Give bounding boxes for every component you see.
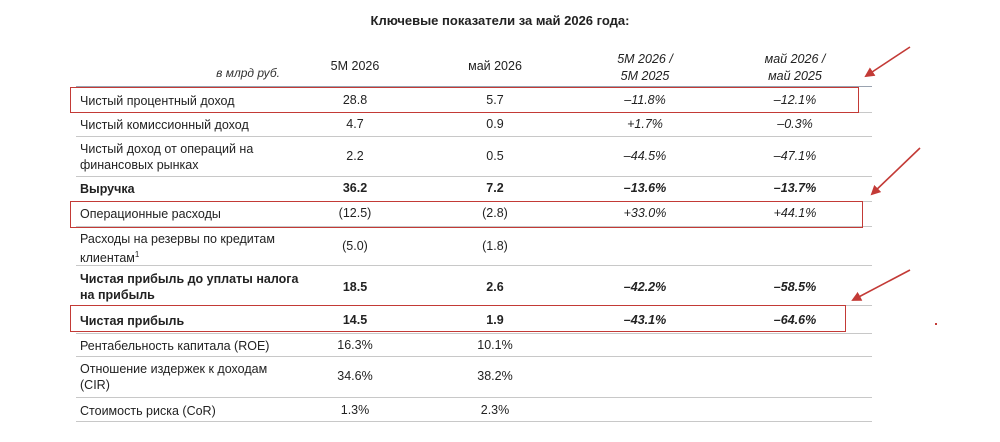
row-label-operating-expenses: Операционные расходы: [80, 207, 221, 221]
cell-net-profit-5m-yoy: –43.1%: [623, 313, 667, 327]
cell-roe-5m: 16.3%: [337, 338, 373, 352]
footnote-marker: 1: [134, 250, 140, 259]
cell-opex-may-yoy: +44.1%: [773, 206, 817, 220]
row-divider: [76, 397, 872, 398]
col-header-may-yoy: май 2026 / май 2025: [764, 52, 826, 83]
cell-nii-may-yoy: –12.1%: [773, 93, 817, 107]
cell-revenue-may: 7.2: [486, 181, 504, 195]
cell-cor-5m: 1.3%: [340, 403, 370, 417]
row-label-net-interest-income: Чистый процентный доход: [80, 94, 235, 108]
cell-cir-may: 38.2%: [477, 369, 513, 383]
cell-nfi-may-yoy: –0.3%: [777, 117, 813, 131]
cell-cor-may: 2.3%: [480, 403, 510, 417]
cell-nfi-5m-yoy: +1.7%: [627, 117, 663, 131]
arrow-icon: [864, 46, 911, 78]
cell-pbt-may: 2.6: [486, 280, 504, 294]
row-label-profit-before-tax: Чистая прибыль до уплаты налога на прибы…: [80, 272, 299, 302]
row-label-loan-loss-provisions: Расходы на резервы по кредитам клиентам1: [80, 232, 275, 266]
highlight-box-operating-expenses: [70, 201, 863, 228]
cell-cir-5m: 34.6%: [337, 369, 373, 383]
row-label-net-profit: Чистая прибыль: [80, 314, 185, 328]
cell-opex-5m: (12.5): [338, 206, 372, 220]
cell-nfi-5m: 4.7: [346, 117, 364, 131]
cell-revenue-5m: 36.2: [342, 181, 368, 195]
cell-revenue-may-yoy: –13.7%: [773, 181, 817, 195]
cell-roe-may: 10.1%: [477, 338, 513, 352]
cell-provisions-may: (1.8): [482, 239, 508, 253]
row-label-roe: Рентабельность капитала (ROE): [80, 339, 270, 353]
page-title: Ключевые показатели за май 2026 года:: [370, 13, 630, 28]
row-divider: [76, 356, 872, 357]
row-label-revenue: Выручка: [80, 182, 135, 196]
row-label-net-fee-income: Чистый комиссионный доход: [80, 118, 249, 132]
cell-opex-may: (2.8): [482, 206, 508, 220]
cell-opex-5m-yoy: +33.0%: [623, 206, 667, 220]
cell-trading-5m-yoy: –44.5%: [623, 149, 667, 163]
cell-net-profit-may: 1.9: [486, 313, 504, 327]
cell-nfi-may: 0.9: [486, 117, 504, 131]
cell-nii-5m: 28.8: [342, 93, 368, 107]
cell-pbt-5m-yoy: –42.2%: [623, 280, 667, 294]
unit-label: в млрд руб.: [216, 66, 280, 80]
row-divider: [76, 176, 872, 177]
cell-provisions-5m: (5.0): [342, 239, 368, 253]
row-label-trading-income: Чистый доход от операций на финансовых р…: [80, 142, 254, 172]
row-divider: [76, 226, 872, 227]
cell-pbt-5m: 18.5: [342, 280, 368, 294]
highlight-box-net-profit: [70, 305, 846, 332]
stray-mark: [935, 323, 937, 325]
arrow-icon: [851, 269, 911, 301]
row-divider: [76, 136, 872, 137]
cell-trading-may: 0.5: [486, 149, 504, 163]
cell-net-profit-5m: 14.5: [342, 313, 368, 327]
arrow-icon: [870, 147, 921, 196]
row-label-cor: Стоимость риска (CoR): [80, 404, 216, 418]
header-divider: [76, 86, 872, 87]
cell-nii-5m-yoy: –11.8%: [624, 93, 666, 107]
row-divider: [76, 421, 872, 422]
col-header-5m-yoy: 5М 2026 / 5М 2025: [617, 52, 673, 83]
cell-net-profit-may-yoy: –64.6%: [773, 313, 817, 327]
cell-revenue-5m-yoy: –13.6%: [623, 181, 667, 195]
col-header-may-2026: май 2026: [468, 59, 522, 73]
row-divider: [76, 333, 872, 334]
cell-trading-may-yoy: –47.1%: [773, 149, 817, 163]
row-label-cir: Отношение издержек к доходам (CIR): [80, 362, 268, 392]
cell-pbt-may-yoy: –58.5%: [773, 280, 817, 294]
cell-nii-may: 5.7: [486, 93, 504, 107]
cell-trading-5m: 2.2: [346, 149, 364, 163]
row-divider: [76, 265, 872, 266]
col-header-5m-2026: 5М 2026: [330, 59, 380, 73]
highlight-box-net-interest-income: [70, 87, 859, 113]
